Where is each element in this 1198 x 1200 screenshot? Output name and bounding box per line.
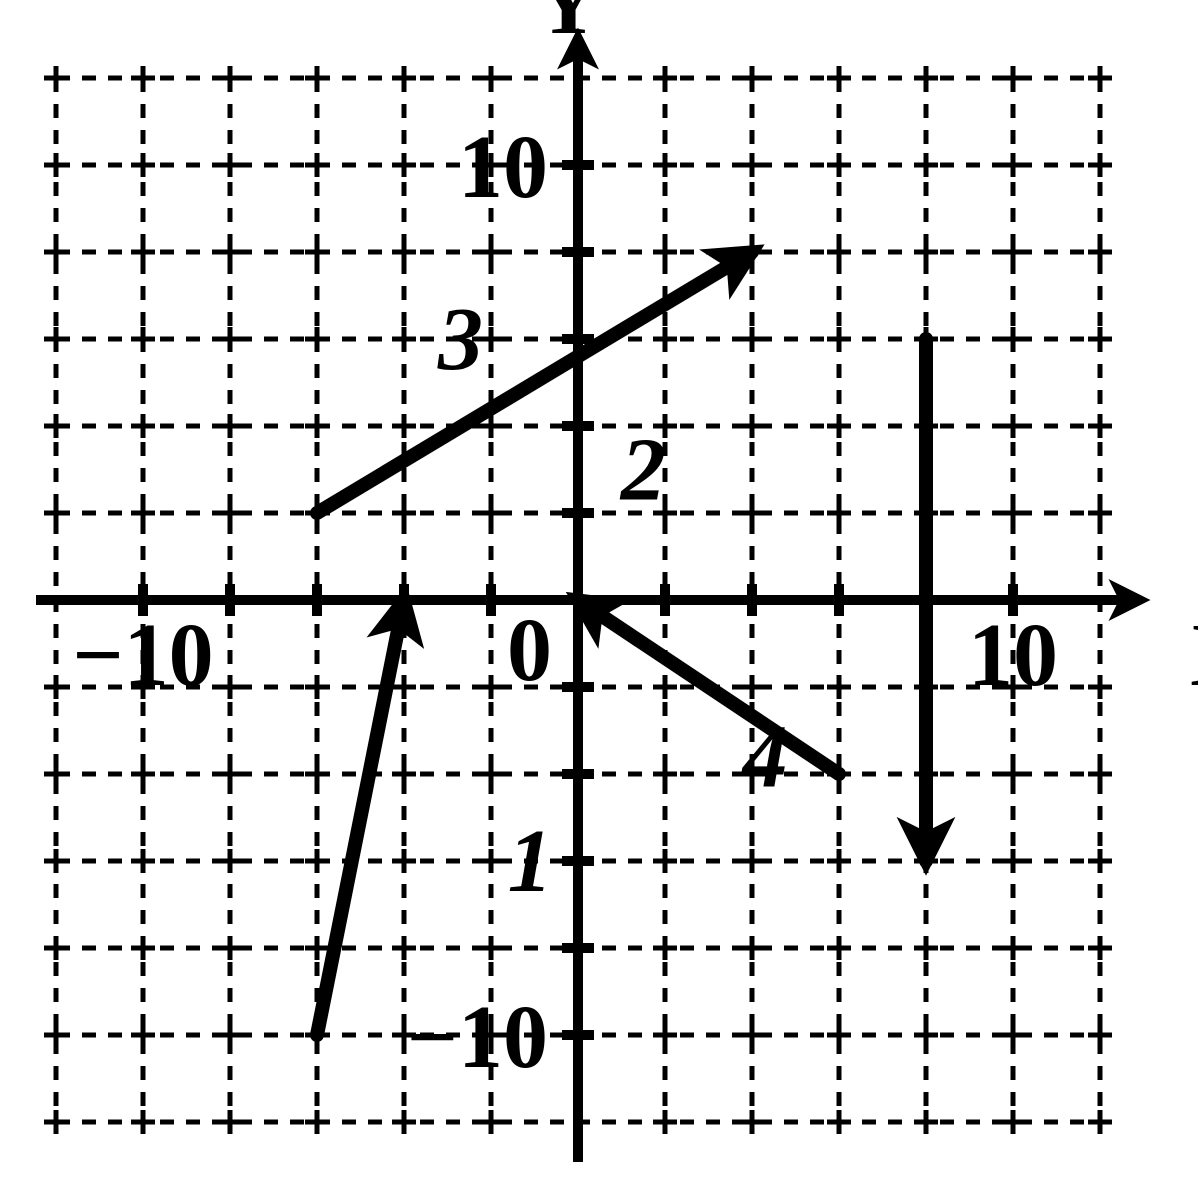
- x-tick-label: −10: [72, 606, 213, 705]
- x-tick-label: 10: [968, 606, 1058, 705]
- y-axis-label: Y: [536, 0, 601, 53]
- vector-label-2: 2: [619, 421, 666, 520]
- vector-3: [317, 252, 752, 513]
- origin-label: 0: [507, 601, 552, 700]
- y-tick-label: −10: [407, 988, 548, 1087]
- x-axis-label: X: [1190, 606, 1198, 705]
- vector-chart: −10 10 10 −10 0 X Y 1 2 3 4: [0, 0, 1198, 1200]
- vector-label-4: 4: [741, 708, 788, 807]
- vector-label-1: 1: [508, 812, 553, 911]
- vector-label-3: 3: [437, 290, 483, 389]
- vector-1: [317, 600, 404, 1035]
- vector-4: [578, 600, 839, 774]
- y-tick-label: 10: [458, 118, 548, 217]
